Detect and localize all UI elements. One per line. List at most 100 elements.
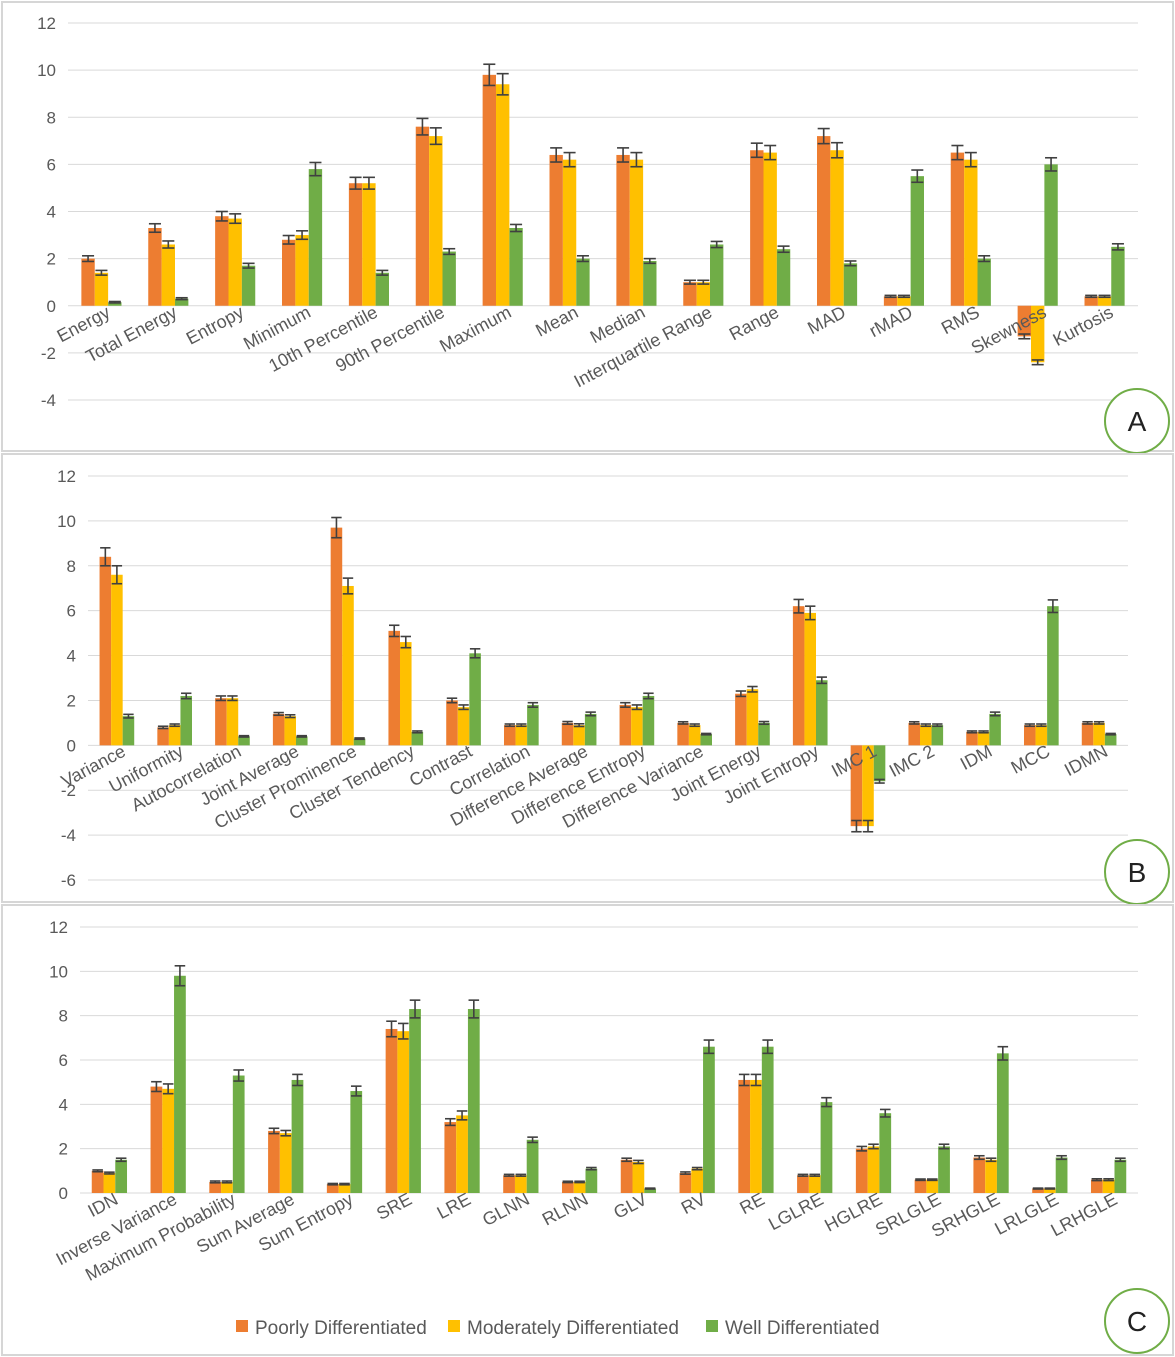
y-tick-label: 6 — [67, 602, 76, 621]
bar-well — [291, 1079, 304, 1193]
bar-moderately — [862, 745, 874, 827]
bar-poorly — [817, 136, 831, 306]
y-tick-label: 8 — [47, 108, 56, 127]
bar-poorly — [908, 722, 920, 746]
bar-well — [1047, 606, 1059, 746]
legend: Poorly Differentiated Moderately Differe… — [236, 1318, 880, 1339]
bar-well — [816, 680, 828, 746]
error-bar — [856, 1145, 868, 1152]
bar-moderately — [750, 1079, 762, 1193]
bar-moderately — [162, 1088, 175, 1193]
y-tick-label: 10 — [57, 512, 76, 531]
error-bar — [550, 147, 563, 163]
error-bar — [816, 676, 827, 685]
bar-poorly — [683, 282, 697, 306]
bar-well — [1055, 1157, 1068, 1193]
error-bar — [879, 1108, 891, 1118]
error-bar — [938, 1143, 950, 1150]
error-bar — [446, 697, 458, 704]
bar-well — [703, 1046, 715, 1193]
error-bar — [515, 1173, 527, 1177]
error-bar — [821, 1096, 832, 1108]
error-bar — [1082, 720, 1093, 725]
error-bar — [282, 234, 295, 245]
panel-b-frame — [1, 453, 1174, 903]
bar-moderately — [94, 272, 109, 306]
bar-well — [1104, 734, 1117, 746]
error-bar — [342, 577, 354, 595]
y-tick-label: 6 — [59, 1051, 68, 1070]
error-bar — [215, 695, 227, 702]
error-bar — [92, 1169, 103, 1173]
bar-well — [1114, 1159, 1127, 1193]
bar-poorly — [950, 152, 965, 306]
bar-poorly — [209, 1181, 222, 1193]
error-bar — [1091, 1178, 1103, 1182]
error-bar — [376, 269, 389, 276]
bar-well — [1044, 164, 1058, 306]
error-bar — [689, 723, 700, 728]
error-bar — [747, 685, 758, 693]
error-bar — [100, 547, 111, 567]
error-bar — [631, 704, 643, 711]
bar-well — [469, 653, 481, 746]
bar-moderately — [456, 1115, 468, 1193]
bar-poorly — [268, 1130, 280, 1193]
error-bar — [458, 704, 469, 711]
bar-moderately — [830, 150, 844, 306]
error-bar — [710, 240, 723, 249]
error-bar — [862, 819, 874, 833]
error-bar — [805, 605, 816, 621]
bar-poorly — [620, 1159, 633, 1193]
bar-poorly — [855, 1148, 868, 1193]
bar-moderately — [279, 1133, 292, 1193]
bar-well — [411, 731, 424, 746]
error-bar — [1098, 294, 1111, 299]
bar-moderately — [632, 1161, 645, 1193]
error-bar — [562, 1180, 574, 1184]
y-tick-label: 8 — [59, 1007, 68, 1026]
bar-well — [1111, 246, 1125, 306]
bar-poorly — [750, 150, 764, 306]
error-bar — [915, 1178, 926, 1182]
bar-moderately — [691, 1168, 704, 1193]
bar-poorly — [738, 1079, 751, 1193]
error-bar — [503, 1173, 515, 1177]
bar-moderately — [964, 159, 978, 306]
y-tick-label: 2 — [59, 1140, 68, 1159]
error-bar — [1044, 1187, 1056, 1190]
bar-well — [996, 1053, 1009, 1193]
bar-moderately — [284, 716, 296, 746]
error-bar — [844, 260, 857, 267]
error-bar — [215, 210, 228, 222]
legend-swatch-poorly — [236, 1320, 248, 1332]
error-bar — [576, 254, 589, 263]
error-bar — [400, 635, 411, 649]
bar-poorly — [914, 1179, 927, 1193]
bar-well — [938, 1146, 950, 1193]
bar-poorly — [619, 704, 632, 746]
bar-poorly — [973, 1157, 986, 1193]
bar-poorly — [215, 216, 229, 306]
bar-well — [843, 263, 858, 306]
bar-poorly — [330, 527, 343, 746]
bar-moderately — [161, 244, 175, 306]
bar-well — [108, 302, 122, 306]
error-bar — [909, 720, 920, 725]
bar-poorly — [446, 700, 458, 746]
bar-poorly — [792, 606, 805, 746]
bar-poorly — [883, 296, 898, 306]
error-bar — [504, 723, 515, 728]
bar-moderately — [111, 574, 123, 746]
bar-poorly — [677, 722, 689, 746]
bar-moderately — [226, 698, 239, 746]
bar-well — [700, 734, 712, 746]
legend-swatch-moderately — [448, 1320, 460, 1332]
bar-moderately — [457, 707, 470, 746]
error-bar — [175, 296, 188, 301]
bar-well — [989, 713, 1001, 746]
error-bar — [738, 1073, 750, 1087]
error-bar — [412, 730, 423, 734]
error-bar — [389, 624, 400, 638]
error-bar — [350, 1085, 362, 1097]
